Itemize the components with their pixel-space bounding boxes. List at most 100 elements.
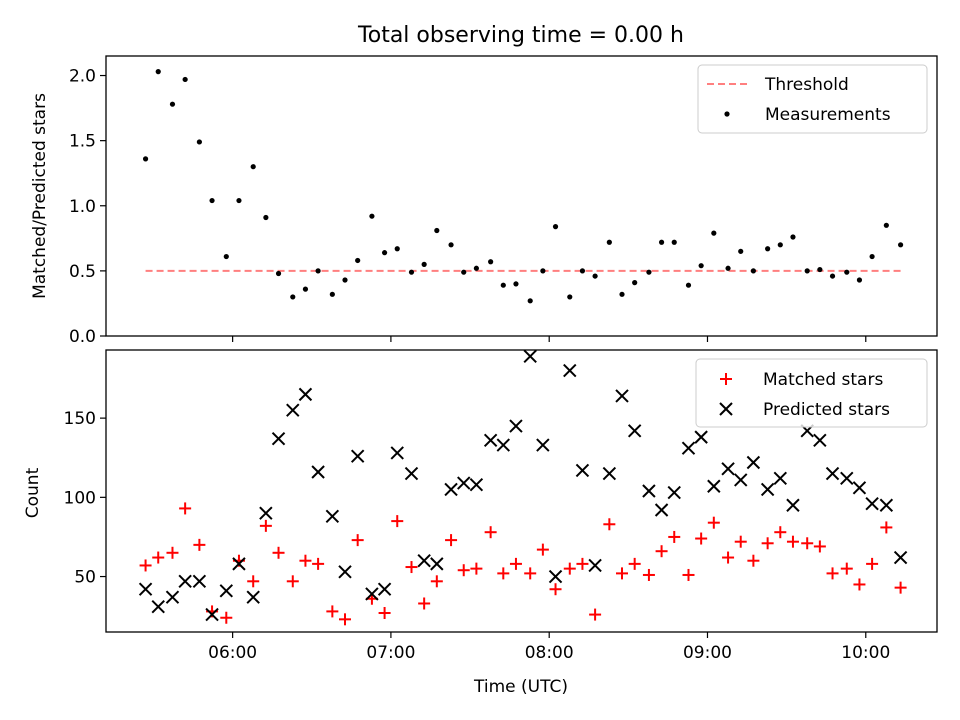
- predicted-star-point: [298, 387, 313, 402]
- matched-star-point: [589, 608, 602, 621]
- predicted-x-b: [536, 438, 550, 452]
- predicted-x-b: [879, 498, 894, 512]
- predicted-x-b: [627, 424, 642, 438]
- predicted-star-point: [746, 455, 761, 470]
- predicted-x-b: [721, 462, 735, 476]
- matched-star-point: [761, 537, 774, 550]
- matched-star-point: [655, 545, 668, 558]
- predicted-star-point: [178, 574, 192, 589]
- predicted-star-point: [350, 449, 365, 463]
- matched-star-point: [286, 575, 299, 588]
- measurement-point: [790, 234, 796, 240]
- predicted-x-b: [430, 557, 444, 571]
- predicted-x-b: [575, 463, 590, 478]
- predicted-star-point: [338, 565, 352, 579]
- predicted-x-b: [734, 473, 748, 487]
- matched-star-point: [695, 532, 708, 545]
- matched-star-point: [774, 526, 787, 539]
- predicted-star-point: [311, 465, 325, 479]
- measurement-point: [711, 230, 717, 236]
- predicted-x-b: [444, 482, 458, 497]
- predicted-star-point: [496, 438, 511, 452]
- measurement-point: [369, 213, 375, 219]
- predicted-x-b: [350, 449, 365, 463]
- measurement-point: [236, 197, 242, 204]
- predicted-star-point: [893, 550, 908, 565]
- predicted-star-point: [852, 481, 867, 495]
- predicted-x-b: [483, 433, 498, 448]
- matched-star-point: [484, 526, 497, 539]
- bottom-panel-legend: Matched stars Predicted stars: [695, 358, 928, 428]
- predicted-x-b: [654, 503, 669, 517]
- measurement-point: [342, 277, 348, 283]
- predicted-x-b: [707, 479, 721, 493]
- measurement-point: [196, 139, 202, 145]
- predicted-star-point: [444, 482, 458, 497]
- measurement-point: [461, 269, 467, 275]
- matched-star-point: [247, 575, 260, 588]
- predicted-x-b: [165, 590, 180, 604]
- predicted-star-point: [325, 509, 340, 524]
- predicted-star-point: [219, 584, 234, 598]
- top-panel-grid-and-ticks: 0.0 0.5 1.0 1.5 2.0: [69, 67, 867, 347]
- top-panel-ylabel: Matched/Predicted stars: [30, 93, 50, 299]
- measurement-point: [329, 291, 335, 297]
- predicted-x-b: [377, 582, 392, 596]
- measurement-point: [750, 268, 756, 274]
- predicted-x-b: [259, 506, 273, 520]
- matched-star-point: [707, 516, 720, 529]
- predicted-star-point: [365, 587, 379, 601]
- matched-star-point: [457, 564, 470, 577]
- matched-star-point: [549, 583, 562, 596]
- predicted-star-point: [151, 599, 165, 614]
- matched-star-point: [536, 543, 549, 556]
- matched-star-point: [339, 613, 352, 626]
- measurement-point: [658, 239, 665, 245]
- predicted-star-point: [430, 557, 444, 571]
- predicted-x-b: [205, 607, 219, 622]
- predicted-star-point: [259, 506, 273, 520]
- measurement-point: [606, 239, 612, 245]
- measurement-point: [844, 269, 850, 275]
- predicted-x-b: [681, 441, 696, 455]
- predicted-x-b: [852, 481, 867, 495]
- measurement-point: [817, 266, 823, 273]
- measurement-point: [897, 242, 904, 248]
- measurement-point: [500, 282, 506, 288]
- predicted-x-b: [615, 389, 629, 403]
- matched-star-point: [524, 567, 537, 580]
- measurement-point: [421, 261, 427, 267]
- matched-star-point: [220, 611, 233, 624]
- predicted-star-point: [523, 349, 537, 364]
- predicted-star-point: [707, 479, 721, 493]
- bottom-ytick-label: 50: [74, 568, 96, 588]
- predicted-x-b: [602, 466, 617, 481]
- top-panel-frame: [105, 55, 938, 337]
- measurement-point: [738, 248, 744, 254]
- measurement-point: [698, 263, 704, 269]
- predicted-x-b: [509, 419, 523, 433]
- legend-predicted-label: Predicted stars: [763, 400, 890, 420]
- predicted-star-point: [840, 471, 854, 486]
- predicted-star-point: [654, 503, 669, 517]
- predicted-star-point: [377, 582, 392, 596]
- predicted-x-b: [178, 574, 192, 589]
- bottom-xtick-label: 09:00: [683, 643, 732, 663]
- measurement-point: [223, 253, 229, 260]
- top-ytick-label: 1.5: [69, 132, 96, 152]
- matched-star-point: [801, 537, 814, 550]
- measurement-point: [315, 268, 321, 274]
- matched-star-point: [470, 562, 483, 575]
- measurement-point: [685, 282, 692, 288]
- predicted-x-b: [893, 550, 908, 565]
- matched-star-point: [603, 518, 616, 531]
- predicted-x-b: [865, 496, 879, 511]
- measurement-point: [856, 277, 863, 283]
- matched-star-point: [418, 597, 431, 610]
- top-ytick-label: 0.0: [69, 327, 96, 347]
- legend-measurements-label: Measurements: [765, 105, 891, 125]
- measurement-point: [275, 270, 282, 277]
- predicted-x-b: [298, 387, 313, 402]
- measurement-point: [155, 69, 161, 75]
- predicted-star-point: [563, 363, 577, 378]
